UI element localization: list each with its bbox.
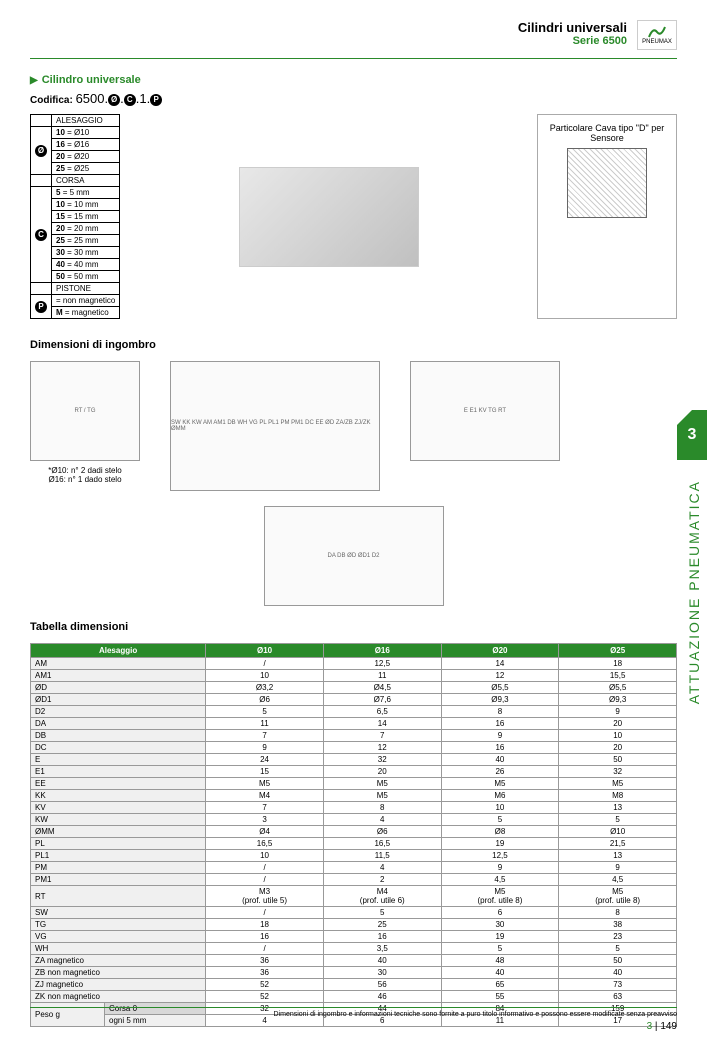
drawing-top: E E1 KV TG RT — [410, 361, 560, 461]
spec-table: ALESAGGIO Ø10 = Ø10 16 = Ø16 20 = Ø20 25… — [30, 114, 120, 319]
page-subtitle: Serie 6500 — [30, 35, 627, 47]
product-image — [140, 114, 517, 319]
brand-logo: PNEUMAX — [637, 20, 677, 50]
side-text: ATTUAZIONE PNEUMATICA — [686, 480, 702, 704]
codifica-line: Codifica: 6500.Ø.C.1.P — [30, 91, 677, 106]
footer-page: 3 | 149 — [30, 1021, 677, 1032]
footer-note: Dimensioni di ingombro e informazioni te… — [30, 1007, 677, 1018]
page-title: Cilindri universali — [30, 20, 627, 35]
section-title: Cilindro universale — [30, 74, 677, 86]
drawing-note: *Ø10: n° 2 dadi stelo Ø16: n° 1 dado ste… — [30, 466, 140, 484]
drawing-side: SW KK KW AM AM1 DB WH VG PL PL1 PM PM1 D… — [170, 361, 380, 491]
drawing-lower: DA DB ØD ØD1 D2 — [30, 506, 677, 606]
sensor-detail-box: Particolare Cava tipo "D" per Sensore — [537, 114, 677, 319]
dimensions-table: AlesaggioØ10Ø16Ø20Ø25 AM/12,51418AM11011… — [30, 643, 677, 1027]
table-title: Tabella dimensioni — [30, 621, 677, 633]
drawing-front: RT / TG — [30, 361, 140, 461]
drawings-row: RT / TG *Ø10: n° 2 dadi stelo Ø16: n° 1 … — [30, 361, 677, 491]
dimensions-title: Dimensioni di ingombro — [30, 339, 677, 351]
header-divider — [30, 58, 677, 59]
